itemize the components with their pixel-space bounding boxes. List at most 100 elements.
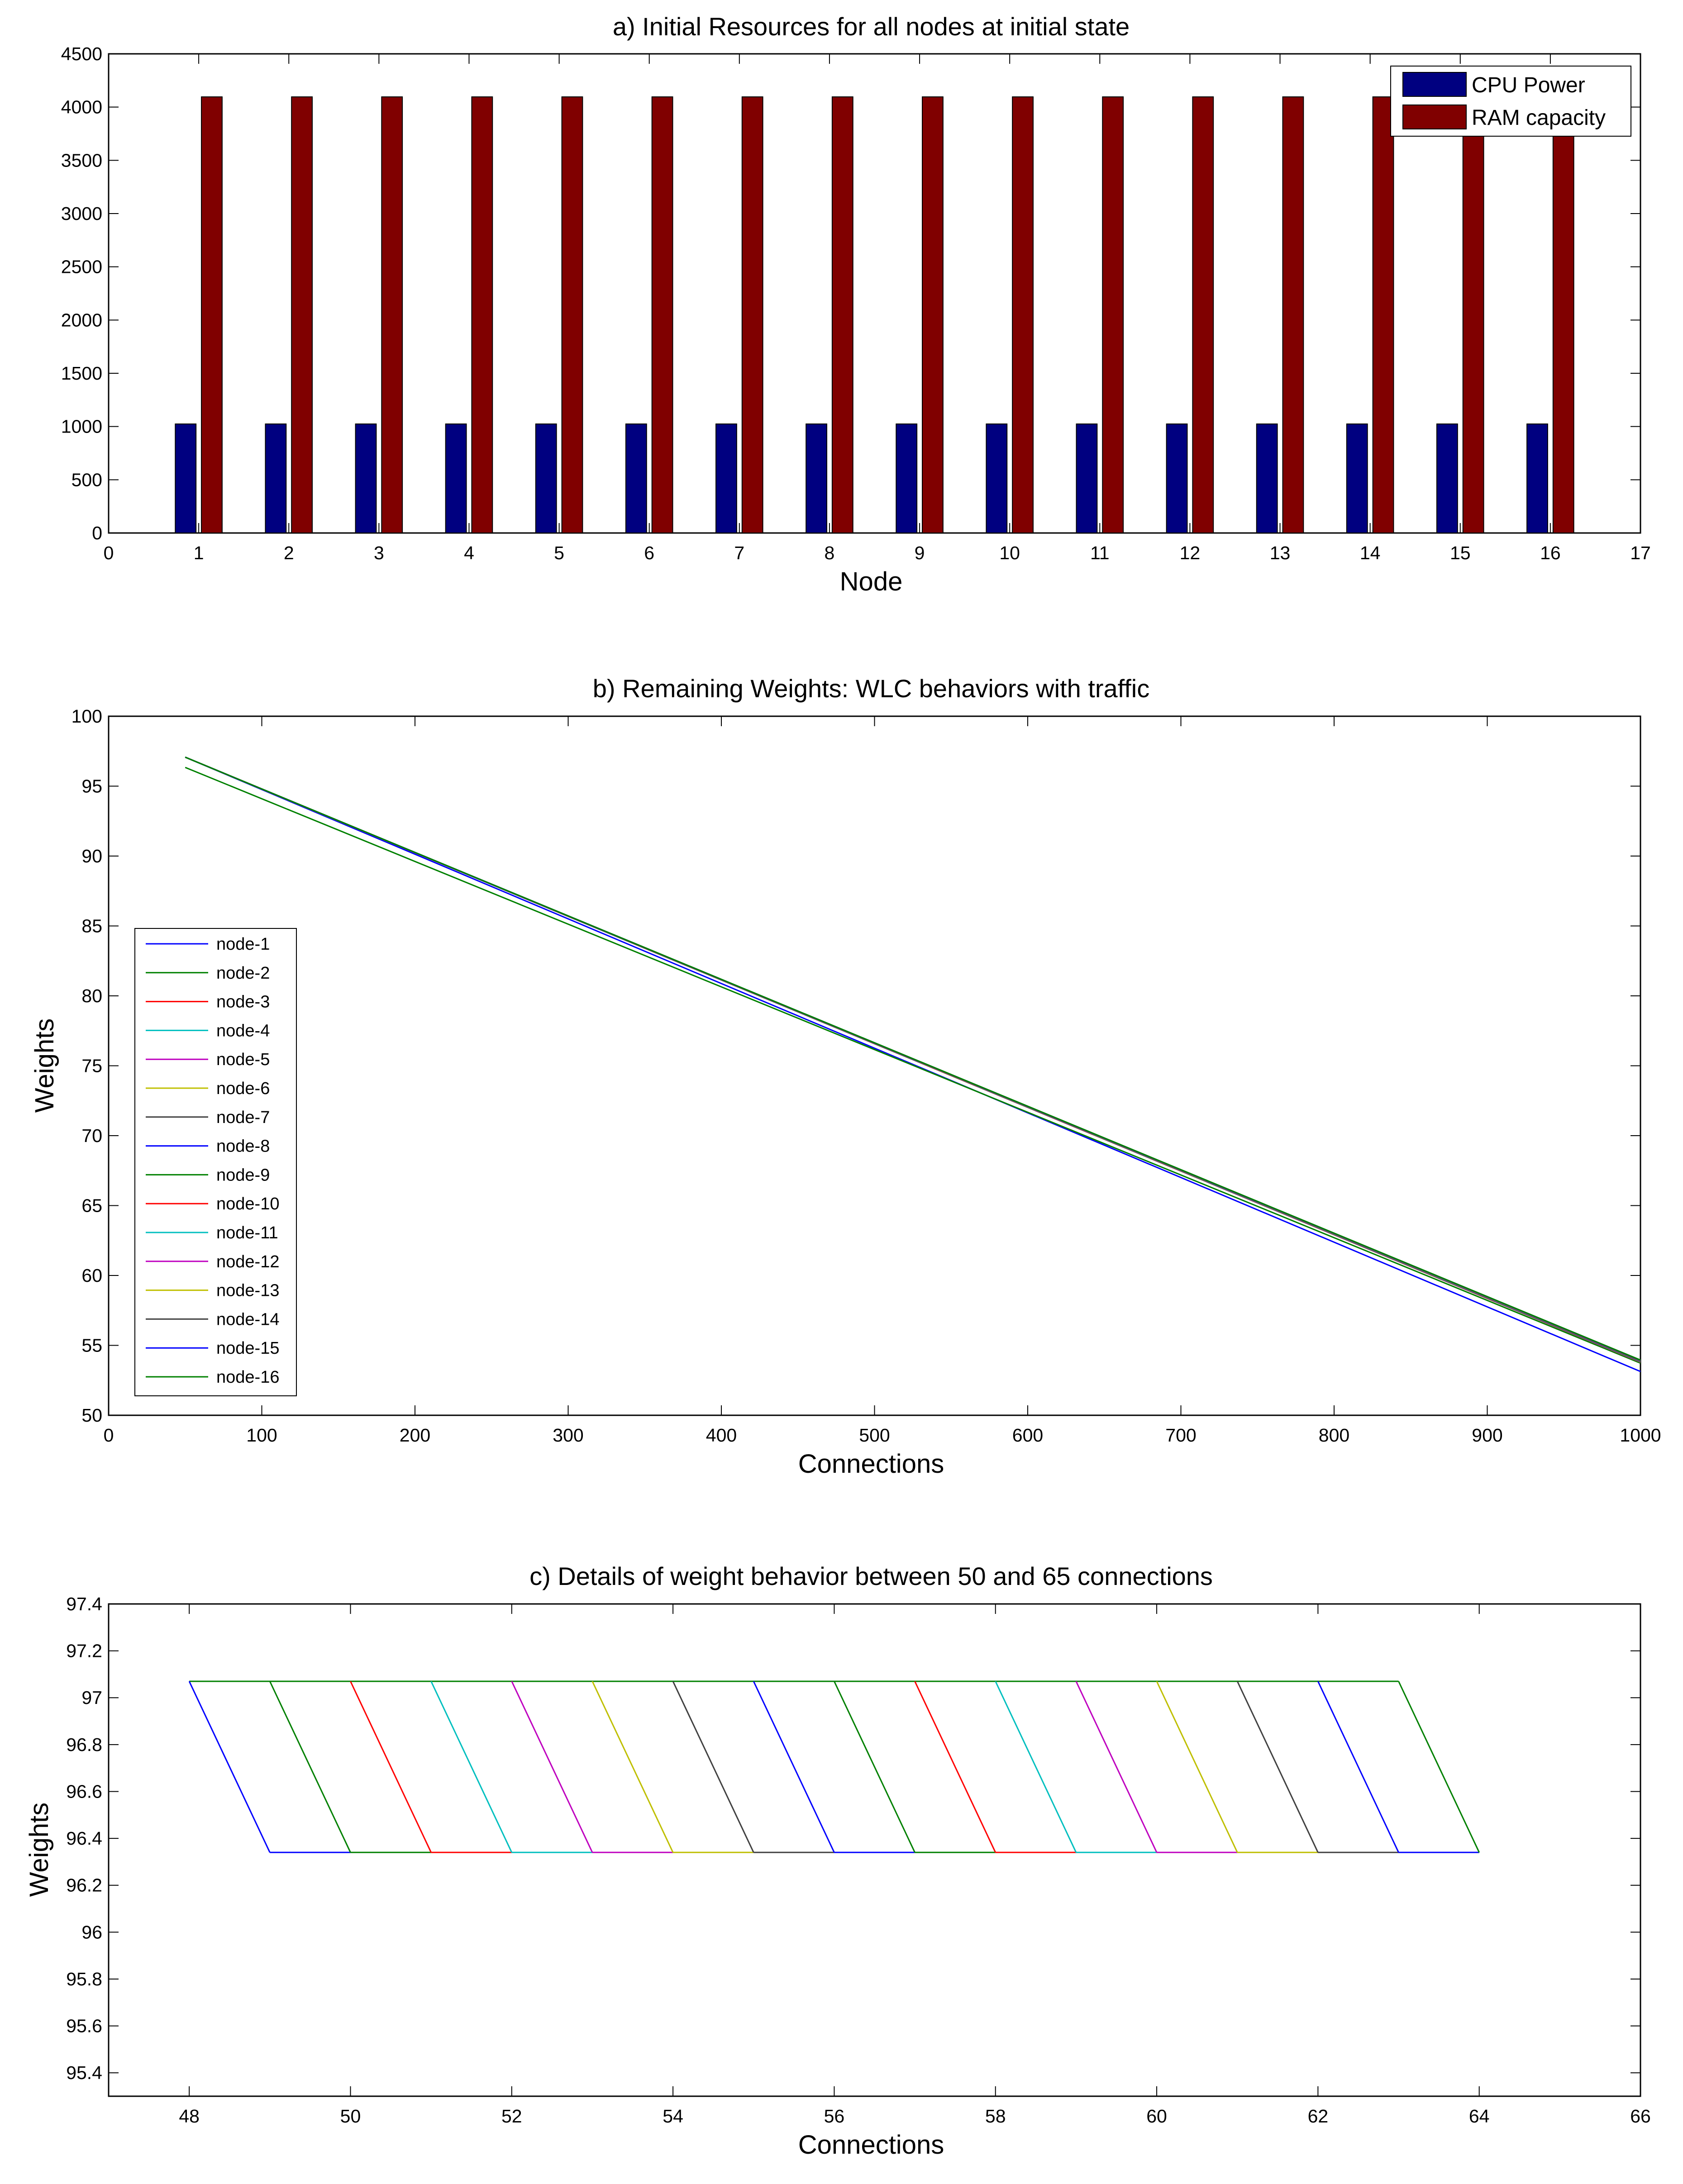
panel-a-title: a) Initial Resources for all nodes at in… [613,12,1130,41]
panel-b-xtick-label: 200 [400,1425,430,1446]
panel-b-ytick-label: 95 [81,776,102,797]
legend-label-node-14: node-14 [216,1310,279,1329]
panel-a-ytick-label: 3500 [61,150,102,171]
legend-label-node-2: node-2 [216,964,270,983]
panel-a-ytick-label: 4000 [61,97,102,118]
panel-a-xtick-label: 5 [554,542,564,563]
panel-a-xtick-label: 2 [284,542,294,563]
panel-a-xtick-label: 16 [1540,542,1561,563]
panel-a-ytick-label: 2500 [61,257,102,277]
bar-ram-capacity-node-5 [561,96,583,534]
panel-b-xtick-label: 500 [859,1425,890,1446]
panel-c-drop-node-15 [1317,1681,1399,1853]
panel-b-ytick-label: 85 [81,916,102,937]
panel-a-ytick-label: 3000 [61,203,102,224]
panel-b-ytick-label: 70 [81,1125,102,1146]
panel-a-xtick-label: 10 [999,542,1020,563]
bar-cpu-power-node-13 [1256,423,1278,534]
panel-b-ytick-label: 55 [81,1335,102,1356]
panel-c-drop-node-2 [269,1681,351,1853]
panel-c-ytick-label: 96.6 [66,1781,102,1802]
legend-label-node-5: node-5 [216,1050,270,1069]
panel-c-ytick-label: 97 [81,1687,102,1708]
panel-a-xtick-label: 0 [104,542,114,563]
bar-cpu-power-node-7 [715,423,737,534]
panel-c-xtick-label: 58 [985,2106,1006,2127]
panel-c-ytick-label: 95.6 [66,2016,102,2036]
panel-a-bar-chart: a) Initial Resources for all nodes at in… [61,12,1651,596]
panel-c-drop-node-13 [1156,1681,1238,1853]
panel-a-xlabel: Node [840,567,903,596]
bar-ram-capacity-node-9 [922,96,944,534]
panel-b-ytick-label: 60 [81,1265,102,1286]
legend-label-node-15: node-15 [216,1339,279,1358]
panel-c-xtick-label: 54 [663,2106,683,2127]
bar-cpu-power-node-2 [265,423,287,534]
line-node-1 [185,757,1641,1372]
panel-c-drop-node-1 [188,1681,271,1853]
bar-cpu-power-node-6 [625,423,647,534]
bar-cpu-power-node-3 [355,423,377,534]
legend-label-cpu-power: CPU Power [1472,73,1585,97]
panel-c-ytick-label: 96.8 [66,1734,102,1755]
bar-cpu-power-node-12 [1166,423,1188,534]
line-node-16 [185,757,1641,1361]
panel-c-drop-node-4 [430,1681,513,1853]
panel-c-drop-node-9 [834,1681,915,1853]
panel-a-xtick-label: 17 [1630,542,1651,563]
panel-b-ylabel: Weights [30,1018,59,1113]
panel-c-title: c) Details of weight behavior between 50… [529,1562,1213,1590]
legend-label-node-9: node-9 [216,1166,270,1185]
panel-c-ytick-label: 97.4 [66,1594,102,1614]
panel-c-drop-node-8 [753,1681,835,1853]
bar-cpu-power-node-10 [986,423,1008,534]
bar-ram-capacity-node-6 [651,96,673,534]
panel-b-legend-box [134,928,297,1396]
panel-c-drop-node-12 [1075,1681,1158,1853]
panel-c-drop-node-7 [672,1681,754,1853]
legend-label-node-13: node-13 [216,1281,279,1300]
legend-label-node-4: node-4 [216,1021,270,1040]
panel-c-ytick-label: 95.4 [66,2062,102,2083]
bar-cpu-power-node-5 [535,423,557,534]
panel-b-xtick-label: 600 [1012,1425,1043,1446]
panel-c-xtick-label: 52 [501,2106,522,2127]
panel-c-plot-frame [108,1603,1641,2097]
panel-c-line-chart: c) Details of weight behavior between 50… [24,1562,1651,2160]
panel-b-line-chart: b) Remaining Weights: WLC behaviors with… [30,674,1661,1479]
panel-a-xtick-label: 15 [1450,542,1471,563]
panel-a-xtick-label: 4 [464,542,474,563]
panel-c-xtick-label: 60 [1146,2106,1167,2127]
panel-c-drop-node-16 [1398,1681,1480,1853]
bar-ram-capacity-node-4 [471,96,493,534]
panel-b-ytick-label: 90 [81,846,102,866]
panel-c-xtick-label: 48 [179,2106,200,2127]
panel-c-xtick-label: 66 [1630,2106,1651,2127]
panel-c-drop-node-6 [591,1681,674,1853]
panel-b-xtick-label: 800 [1319,1425,1349,1446]
panel-c-drop-node-3 [350,1681,432,1853]
bar-cpu-power-node-15 [1436,423,1458,534]
panel-c-ytick-label: 96.2 [66,1875,102,1896]
panel-b-xtick-label: 0 [104,1425,114,1446]
panel-c-xtick-label: 64 [1469,2106,1490,2127]
panel-c-ytick-label: 97.2 [66,1641,102,1661]
panel-b-legend: node-1 node-2 node-3 node-4 node-5 node-6 node… [134,928,297,1396]
bar-ram-capacity-node-14 [1372,96,1394,534]
panel-b-ytick-label: 80 [81,985,102,1006]
bar-ram-capacity-node-2 [291,96,313,534]
panel-b-xtick-label: 100 [246,1425,277,1446]
bar-ram-capacity-node-11 [1102,96,1124,534]
panel-a-xtick-label: 3 [374,542,384,563]
panel-c-ytick-label: 96.4 [66,1828,102,1849]
line-node-2 [185,766,1641,1364]
panel-c-xlabel: Connections [798,2130,944,2160]
panel-b-xtick-label: 400 [706,1425,737,1446]
bar-ram-capacity-node-15 [1462,96,1484,534]
panel-c-drop-node-11 [995,1681,1077,1853]
panel-b-xtick-label: 700 [1165,1425,1196,1446]
panel-a-xtick-label: 7 [734,542,744,563]
legend-label-node-11: node-11 [216,1223,278,1242]
panel-a-legend: CPU Power RAM capacity [1390,66,1631,137]
panel-b-ytick-label: 50 [81,1405,102,1426]
